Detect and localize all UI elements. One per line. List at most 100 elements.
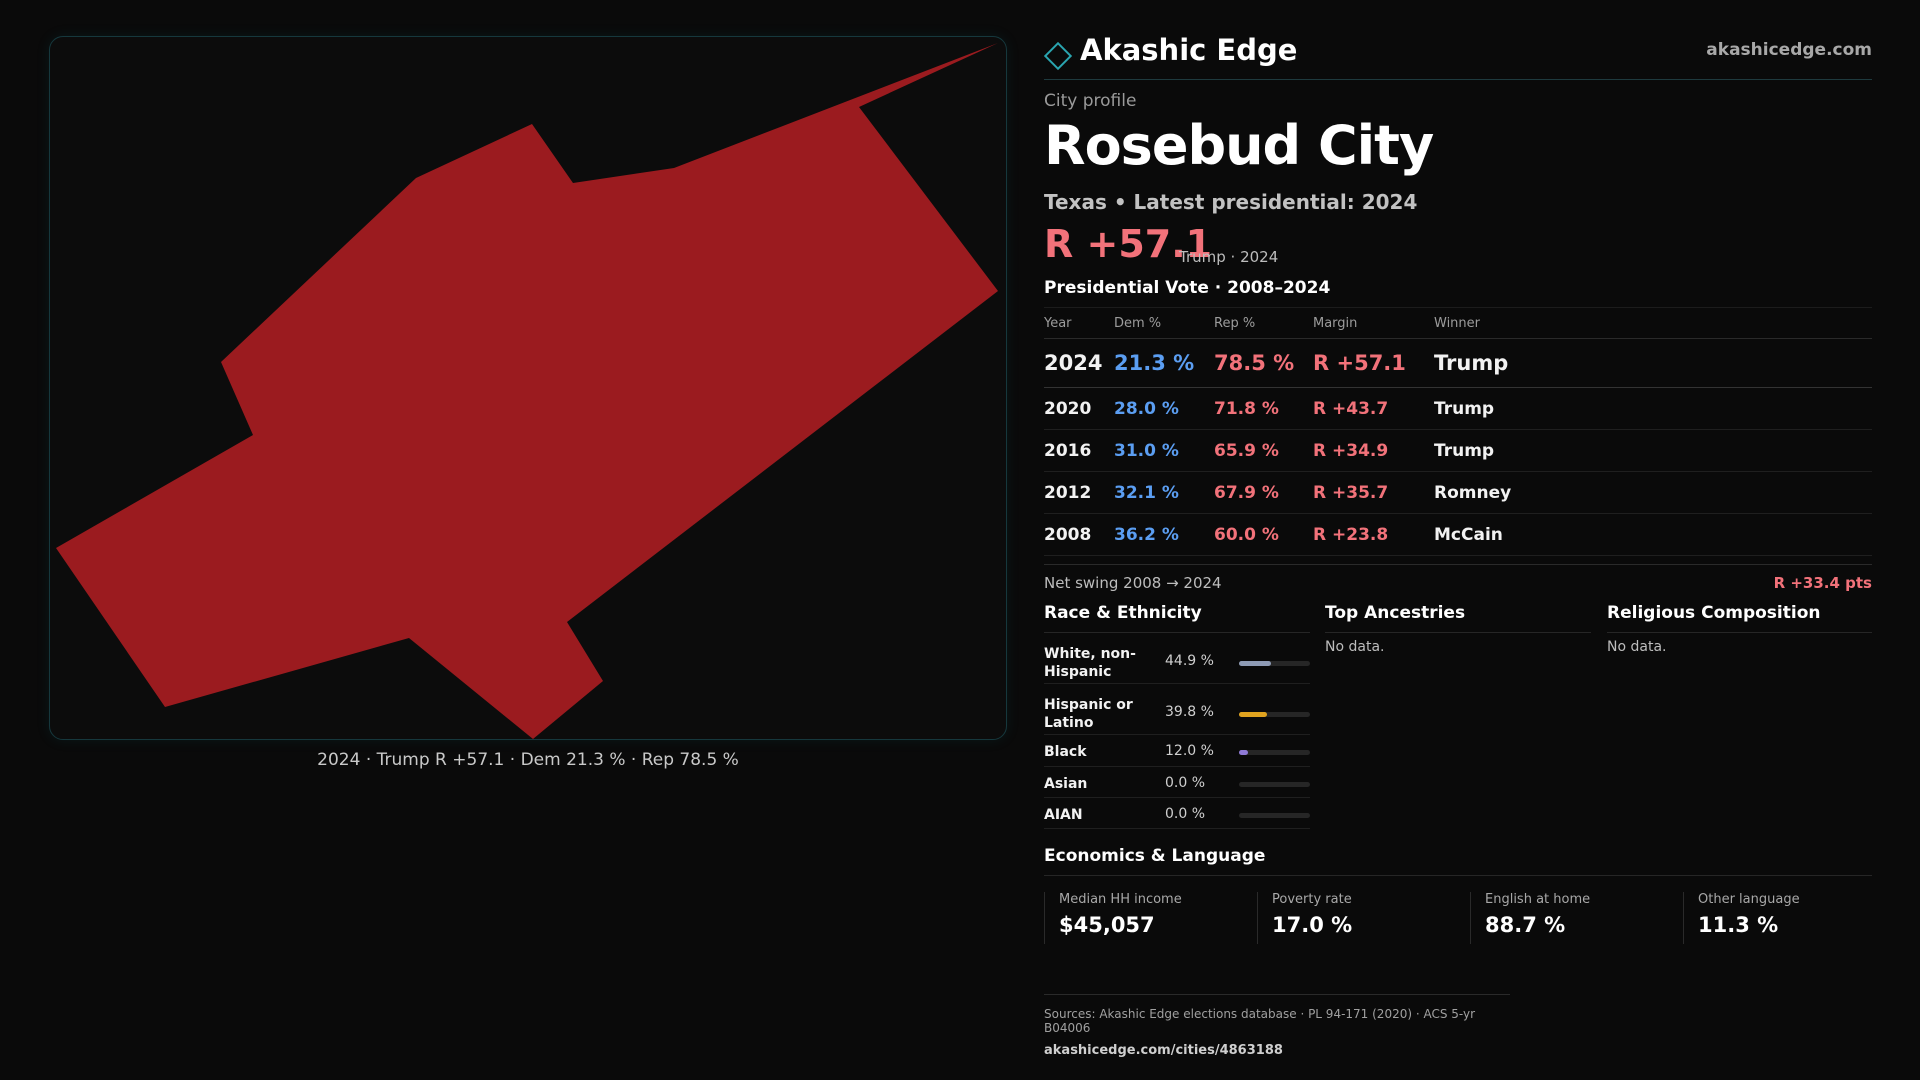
stat-value: 11.3 % (1698, 913, 1779, 937)
row-margin: R +43.7 (1313, 399, 1389, 419)
row-rep-pct: 67.9 % (1214, 483, 1279, 503)
city-map[interactable] (49, 36, 1007, 740)
row-margin: R +57.1 (1313, 351, 1406, 375)
race-row: Asian 0.0 % (1044, 767, 1310, 798)
column-header-winner: Winner (1434, 316, 1481, 331)
map-caption: 2024 · Trump R +57.1 · Dem 21.3 % · Rep … (317, 750, 739, 770)
sources-url-link[interactable]: akashicedge.com/cities/4863188 (1044, 1043, 1283, 1058)
latest-margin: R +57.1 (1044, 222, 1213, 266)
race-bar-fill (1239, 661, 1271, 666)
row-winner: McCain (1434, 525, 1503, 545)
stat-english-at-home: English at home 88.7 % (1470, 892, 1670, 944)
stat-value: 17.0 % (1272, 913, 1353, 937)
race-row: Hispanic or Latino 39.8 % (1044, 684, 1310, 735)
race-bar-track (1239, 661, 1310, 666)
net-swing-value: R +33.4 pts (1773, 574, 1872, 592)
race-label: White, non-Hispanic (1044, 646, 1136, 680)
race-label: AIAN (1044, 807, 1083, 823)
religion-divider (1607, 632, 1872, 633)
stat-value: 88.7 % (1485, 913, 1566, 937)
row-dem-pct: 31.0 % (1114, 441, 1179, 461)
stat-label: English at home (1485, 892, 1591, 907)
ancestries-section-title: Top Ancestries (1325, 603, 1466, 623)
column-header-margin: Margin (1313, 316, 1358, 331)
row-dem-pct: 32.1 % (1114, 483, 1179, 503)
table-row: 2020 28.0 % 71.8 % R +43.7 Trump (1044, 388, 1872, 430)
stat-poverty-rate: Poverty rate 17.0 % (1257, 892, 1457, 944)
brand-url-link[interactable]: akashicedge.com (1706, 40, 1872, 60)
presidential-vote-heading: Presidential Vote · 2008–2024 (1044, 278, 1331, 298)
race-section-title: Race & Ethnicity (1044, 603, 1202, 623)
race-pct: 39.8 % (1165, 704, 1214, 720)
row-margin: R +34.9 (1313, 441, 1389, 461)
religion-empty-text: No data. (1607, 639, 1667, 655)
race-bar-track (1239, 750, 1310, 755)
race-pct: 44.9 % (1165, 653, 1214, 669)
row-rep-pct: 71.8 % (1214, 399, 1279, 419)
brand-logo-icon (1043, 41, 1073, 71)
row-winner: Romney (1434, 483, 1512, 503)
race-row: White, non-Hispanic 44.9 % (1044, 633, 1310, 684)
net-swing-row: Net swing 2008 → 2024 R +33.4 pts (1044, 564, 1872, 600)
table-row: 2012 32.1 % 67.9 % R +35.7 Romney (1044, 472, 1872, 514)
page-subtitle: Texas • Latest presidential: 2024 (1044, 190, 1418, 214)
race-bar-track (1239, 712, 1310, 717)
city-boundary-shape (56, 43, 998, 739)
row-dem-pct: 36.2 % (1114, 525, 1179, 545)
sources-text: Sources: Akashic Edge elections database… (1044, 1007, 1476, 1035)
row-year: 2016 (1044, 441, 1092, 461)
row-rep-pct: 78.5 % (1214, 351, 1295, 375)
table-header-row: Year Dem % Rep % Margin Winner (1044, 308, 1872, 339)
latest-margin-note: Trump · 2024 (1179, 248, 1279, 266)
sources-footer: Sources: Akashic Edge elections database… (1044, 994, 1510, 1058)
row-year: 2024 (1044, 351, 1103, 375)
row-winner: Trump (1434, 351, 1509, 375)
row-dem-pct: 21.3 % (1114, 351, 1195, 375)
brand-header: Akashic Edge akashicedge.com (1043, 30, 1872, 80)
row-dem-pct: 28.0 % (1114, 399, 1179, 419)
ancestries-divider (1325, 632, 1591, 633)
page-kicker: City profile (1044, 91, 1137, 111)
row-margin: R +23.8 (1313, 525, 1389, 545)
race-pct: 0.0 % (1165, 806, 1206, 822)
race-pct: 0.0 % (1165, 775, 1206, 791)
column-header-dem: Dem % (1114, 316, 1162, 331)
row-year: 2012 (1044, 483, 1092, 503)
row-year: 2008 (1044, 525, 1092, 545)
net-swing-label: Net swing 2008 → 2024 (1044, 574, 1222, 592)
religion-section-title: Religious Composition (1607, 603, 1821, 623)
row-rep-pct: 65.9 % (1214, 441, 1279, 461)
race-divider (1044, 632, 1310, 633)
table-row: 2008 36.2 % 60.0 % R +23.8 McCain (1044, 514, 1872, 556)
race-bar-fill (1239, 750, 1248, 755)
column-header-year: Year (1044, 316, 1072, 331)
stat-label: Other language (1698, 892, 1800, 907)
row-margin: R +35.7 (1313, 483, 1389, 503)
city-boundary-map (56, 43, 998, 739)
stat-label: Poverty rate (1272, 892, 1352, 907)
row-rep-pct: 60.0 % (1214, 525, 1279, 545)
economics-divider (1044, 875, 1872, 876)
row-winner: Trump (1434, 441, 1495, 461)
race-label: Black (1044, 744, 1087, 760)
race-row: Black 12.0 % (1044, 735, 1310, 767)
ancestries-empty-text: No data. (1325, 639, 1385, 655)
race-bar-track (1239, 782, 1310, 787)
stat-other-language: Other language 11.3 % (1683, 892, 1883, 944)
page-title: Rosebud City (1044, 114, 1434, 177)
race-pct: 12.0 % (1165, 743, 1214, 759)
race-bar-fill (1239, 712, 1268, 717)
race-bar-track (1239, 813, 1310, 818)
stat-value: $45,057 (1059, 913, 1155, 937)
table-row: 2024 21.3 % 78.5 % R +57.1 Trump (1044, 339, 1872, 388)
column-header-rep: Rep % (1214, 316, 1256, 331)
table-row: 2016 31.0 % 65.9 % R +34.9 Trump (1044, 430, 1872, 472)
stat-label: Median HH income (1059, 892, 1182, 907)
race-label: Hispanic or Latino (1044, 697, 1133, 731)
row-year: 2020 (1044, 399, 1092, 419)
row-winner: Trump (1434, 399, 1495, 419)
race-label: Asian (1044, 776, 1088, 792)
brand-name[interactable]: Akashic Edge (1080, 33, 1298, 67)
race-row: AIAN 0.0 % (1044, 798, 1310, 829)
economics-section-title: Economics & Language (1044, 846, 1266, 866)
